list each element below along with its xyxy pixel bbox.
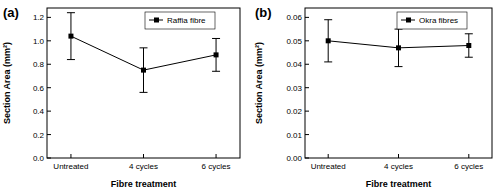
marker xyxy=(68,34,73,39)
legend-label: Raffia fibre xyxy=(167,16,206,25)
plot-frame xyxy=(305,8,492,158)
legend-marker xyxy=(406,18,411,23)
error-cap xyxy=(465,33,473,34)
panel-label: (a) xyxy=(3,5,19,20)
y-tick-label: 0.00 xyxy=(286,154,302,163)
x-tick xyxy=(398,154,399,158)
marker xyxy=(396,45,401,50)
y-tick-label: 0.4 xyxy=(33,107,45,116)
y-tick-label: 1.0 xyxy=(33,37,45,46)
error-cap xyxy=(140,47,148,48)
plot-area xyxy=(67,13,220,93)
error-bar xyxy=(465,34,473,57)
error-cap xyxy=(324,19,332,20)
x-tick-label: 6 cycles xyxy=(454,162,483,171)
x-tick xyxy=(70,154,71,158)
y-tick xyxy=(305,17,309,18)
y-tick xyxy=(305,64,309,65)
error-cap xyxy=(324,61,332,62)
error-bar xyxy=(395,29,403,67)
error-cap xyxy=(212,71,220,72)
y-tick xyxy=(47,111,51,112)
y-tick-label: 0.06 xyxy=(286,13,302,22)
y-tick-label: 0.01 xyxy=(286,131,302,140)
y-tick xyxy=(47,87,51,88)
y-axis-label: Section Area (mm²) xyxy=(2,42,12,124)
x-axis-label: Fibre treatment xyxy=(111,179,177,189)
marker xyxy=(141,68,146,73)
y-tick-label: 0.02 xyxy=(286,107,302,116)
x-tick-label: 4 cycles xyxy=(384,162,413,171)
marker xyxy=(214,52,219,57)
x-tick-label: 6 cycles xyxy=(202,162,231,171)
y-axis-label: Section Area (mm²) xyxy=(254,42,264,124)
y-tick xyxy=(305,158,309,159)
y-tick xyxy=(47,158,51,159)
x-tick-label: 4 cycles xyxy=(129,162,158,171)
y-tick-label: 0.2 xyxy=(33,131,45,140)
legend: Raffia fibre xyxy=(145,12,215,29)
x-tick xyxy=(468,154,469,158)
legend-label: Okra fibres xyxy=(419,16,458,25)
error-cap xyxy=(395,66,403,67)
y-tick xyxy=(305,87,309,88)
error-cap xyxy=(140,92,148,93)
x-axis-label: Fibre treatment xyxy=(366,179,432,189)
error-cap xyxy=(212,38,220,39)
legend-marker xyxy=(154,18,159,23)
y-tick-label: 0.03 xyxy=(286,84,302,93)
y-tick xyxy=(47,64,51,65)
y-tick xyxy=(47,17,51,18)
error-bar xyxy=(140,48,148,93)
x-tick-label: Untreated xyxy=(53,162,88,171)
plot-frame xyxy=(47,8,240,158)
figure: (a) 0.0 0.2 0.4 0.6 0.8 1.0 1.2 Untreated 4 cycle… xyxy=(0,0,500,193)
y-tick xyxy=(47,134,51,135)
error-bar xyxy=(324,20,332,62)
y-tick-label: 0.04 xyxy=(286,60,302,69)
y-tick-label: 0.8 xyxy=(33,60,45,69)
error-bar xyxy=(212,38,220,71)
x-tick xyxy=(328,154,329,158)
y-tick xyxy=(305,134,309,135)
x-tick xyxy=(143,154,144,158)
y-tick xyxy=(305,40,309,41)
panel-label: (b) xyxy=(255,5,272,20)
error-cap xyxy=(465,57,473,58)
marker xyxy=(326,38,331,43)
x-tick-label: Untreated xyxy=(311,162,346,171)
y-tick xyxy=(305,111,309,112)
y-tick-label: 0.05 xyxy=(286,37,302,46)
y-tick-label: 1.2 xyxy=(33,13,45,22)
legend-box xyxy=(397,12,467,29)
y-tick-label: 0.0 xyxy=(33,154,45,163)
error-bar xyxy=(67,13,75,60)
legend-box xyxy=(145,12,215,29)
error-cap xyxy=(67,59,75,60)
y-tick-label: 0.6 xyxy=(33,84,45,93)
marker xyxy=(466,43,471,48)
x-tick xyxy=(216,154,217,158)
error-cap xyxy=(67,12,75,13)
legend: Okra fibres xyxy=(397,12,467,29)
y-tick xyxy=(47,40,51,41)
